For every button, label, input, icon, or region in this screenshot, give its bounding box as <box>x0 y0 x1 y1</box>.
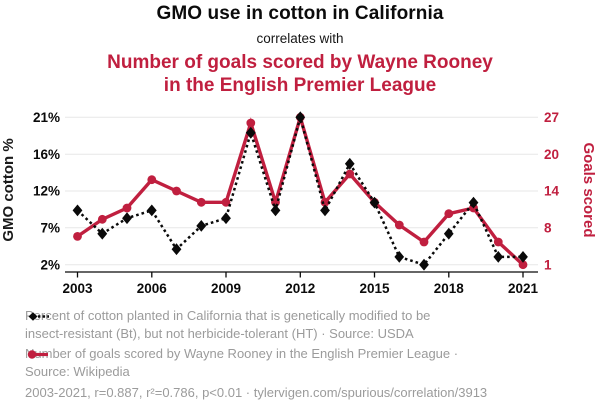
data-point-diamond <box>245 126 256 139</box>
secondary-title-line1: Number of goals scored by Wayne Rooney <box>107 52 493 73</box>
x-tick-label: 2015 <box>359 281 390 296</box>
data-point-circle <box>172 186 181 196</box>
x-tick-label: 2012 <box>285 281 315 296</box>
data-point-circle <box>394 220 404 230</box>
left-tick-label: 16% <box>33 147 60 162</box>
data-point-diamond <box>122 212 132 225</box>
legend-goals-line2: Source: Wikipedia <box>25 363 130 379</box>
data-point-diamond <box>518 251 528 263</box>
left-tick-label: 21% <box>33 110 60 125</box>
x-tick-label: 2009 <box>211 281 241 296</box>
legend-gmo-line2: insect-resistant (Bt), but not herbicide… <box>25 325 414 341</box>
legend-item-gmo-cotton: Percent of cotton planted in California … <box>25 307 570 342</box>
subtitle: correlates with <box>256 31 344 46</box>
data-point-circle <box>73 232 82 241</box>
data-point-circle <box>122 203 132 213</box>
secondary-title-line2: in the English Premier League <box>163 75 437 96</box>
data-point-circle <box>518 260 528 270</box>
solid-circle-legend-icon <box>27 350 48 359</box>
data-point-circle <box>147 175 157 185</box>
gridlines <box>65 116 538 266</box>
left-tick-label: 7% <box>40 221 60 236</box>
data-point-diamond <box>468 196 479 209</box>
data-point-diamond <box>221 212 231 225</box>
x-tick-label: 2018 <box>434 281 465 296</box>
data-point-circle <box>320 197 330 207</box>
data-point-diamond <box>369 196 380 209</box>
data-point-diamond <box>72 204 83 217</box>
data-point-diamond <box>171 243 182 256</box>
data-point-circle <box>196 197 206 207</box>
data-point-circle <box>493 237 503 247</box>
series-gmo-cotton <box>72 111 528 271</box>
data-point-diamond <box>97 227 108 240</box>
legend-gmo-line1: Percent of cotton planted in California … <box>25 308 431 323</box>
dashed-diamond-legend-icon <box>28 312 49 321</box>
legend-goals-line1: Number of goals scored by Wayne Rooney i… <box>25 346 459 361</box>
right-axis-title: Goals scored <box>580 142 597 237</box>
left-tick-label: 12% <box>33 184 60 199</box>
left-axis-title: GMO cotton % <box>0 138 17 241</box>
data-point-diamond <box>196 220 207 232</box>
data-point-diamond <box>320 204 330 217</box>
data-point-circle <box>419 237 429 247</box>
x-tick-label: 2006 <box>137 281 168 296</box>
data-point-diamond <box>344 157 355 170</box>
data-point-circle <box>246 118 256 128</box>
right-axis-tick-labels: 1 8 14 20 27 <box>544 110 560 272</box>
data-point-circle <box>345 169 355 179</box>
page-title: GMO use in cotton in California <box>156 3 444 24</box>
left-axis-tick-labels: 2% 7% 12% 16% 21% <box>33 110 60 272</box>
data-point-diamond <box>146 204 157 217</box>
data-point-diamond <box>419 258 429 271</box>
x-tick-label: 2003 <box>62 281 93 296</box>
x-axis: 2003 2006 2009 2012 2015 2018 2021 <box>62 271 539 296</box>
data-point-circle <box>97 214 107 224</box>
right-tick-label: 14 <box>544 184 560 199</box>
data-point-diamond <box>394 251 405 263</box>
left-tick-label: 2% <box>40 257 60 272</box>
secondary-title: Number of goals scored by Wayne Rooney i… <box>0 51 600 97</box>
data-point-diamond <box>443 227 454 240</box>
data-point-diamond <box>270 204 281 217</box>
data-point-diamond <box>493 251 504 263</box>
legend-item-rooney-goals: Number of goals scored by Wayne Rooney i… <box>25 345 570 380</box>
stats-footer: 2003-2021, r=0.887, r²=0.786, p<0.01 · t… <box>25 385 488 400</box>
right-tick-label: 1 <box>544 257 552 272</box>
x-tick-label: 2021 <box>508 281 539 296</box>
right-tick-label: 8 <box>544 221 552 236</box>
right-tick-label: 20 <box>544 147 559 162</box>
right-tick-label: 27 <box>544 110 559 125</box>
data-point-diamond <box>295 111 306 124</box>
data-point-circle <box>221 197 231 207</box>
data-point-circle <box>444 209 454 219</box>
